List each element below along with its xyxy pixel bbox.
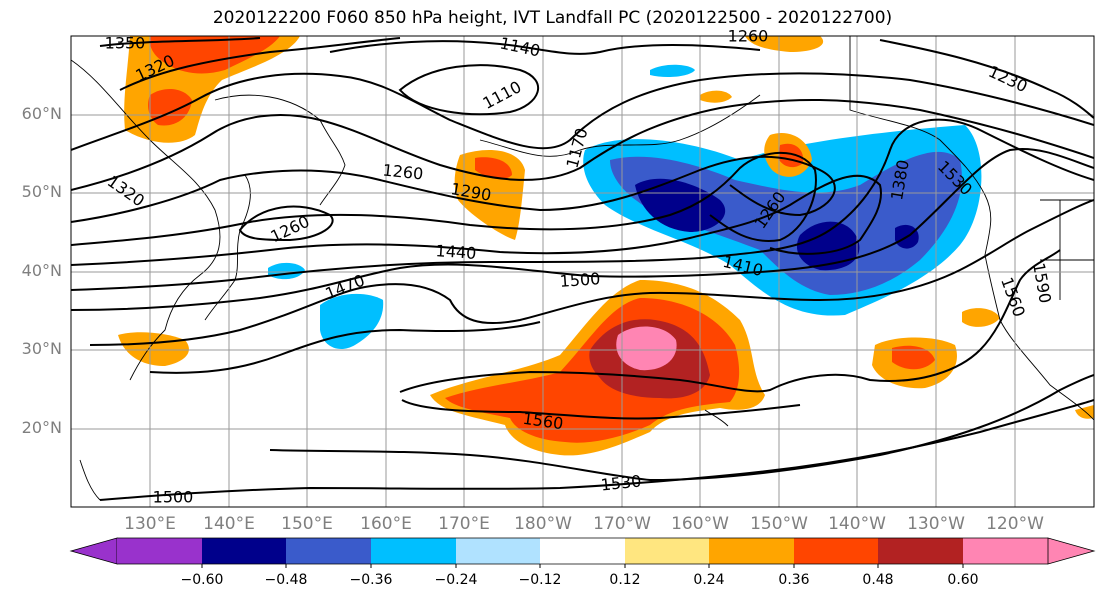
lon-label-140w: 140°W [828, 514, 886, 534]
colorbar-tick: −0.24 [434, 572, 478, 588]
colorbar-tick: −0.60 [180, 572, 224, 588]
lon-label-150e: 150°E [281, 514, 333, 534]
contour-label: 1500 [559, 269, 601, 291]
colorbar-tick: 0.60 [947, 572, 979, 588]
contour-label: 1260 [381, 160, 425, 184]
lon-label-130w: 130°W [907, 514, 965, 534]
colorbar-tick: −0.48 [264, 572, 308, 588]
lon-label-140e: 140°E [203, 514, 255, 534]
colorbar-tick: 0.24 [693, 572, 725, 588]
lon-label-120w: 120°W [986, 514, 1044, 534]
colorbar [69, 537, 1096, 568]
lon-label-180w: 180°W [514, 514, 572, 534]
lon-label-130e: 130°E [124, 514, 176, 534]
lon-label-170w: 170°W [593, 514, 651, 534]
lat-label-60n: 60°N [21, 104, 62, 123]
coastlines [71, 36, 1094, 501]
height-contours [71, 37, 1094, 501]
contour-label: 1440 [435, 241, 477, 263]
colorbar-tick: 0.48 [862, 572, 894, 588]
colorbar-tick: −0.12 [518, 572, 562, 588]
contour-label: 1350 [104, 33, 146, 53]
contour-label: 1500 [152, 487, 194, 507]
lat-label-40n: 40°N [21, 261, 62, 280]
lat-label-30n: 30°N [21, 339, 62, 358]
lon-label-150w: 150°W [750, 514, 808, 534]
lon-label-160w: 160°W [671, 514, 729, 534]
colorbar-tick: 0.12 [609, 572, 641, 588]
lat-label-20n: 20°N [21, 418, 62, 437]
negative-ivt-shading [268, 64, 982, 350]
lat-label-50n: 50°N [21, 182, 62, 201]
map-frame [70, 35, 1095, 508]
map-title: 2020122200 F060 850 hPa height, IVT Land… [212, 8, 893, 28]
colorbar-tick: −0.36 [349, 572, 393, 588]
lon-label-170e: 170°E [438, 514, 490, 534]
contour-label: 1260 [727, 26, 769, 46]
lon-label-160e: 160°E [360, 514, 412, 534]
colorbar-tick: 0.36 [778, 572, 810, 588]
